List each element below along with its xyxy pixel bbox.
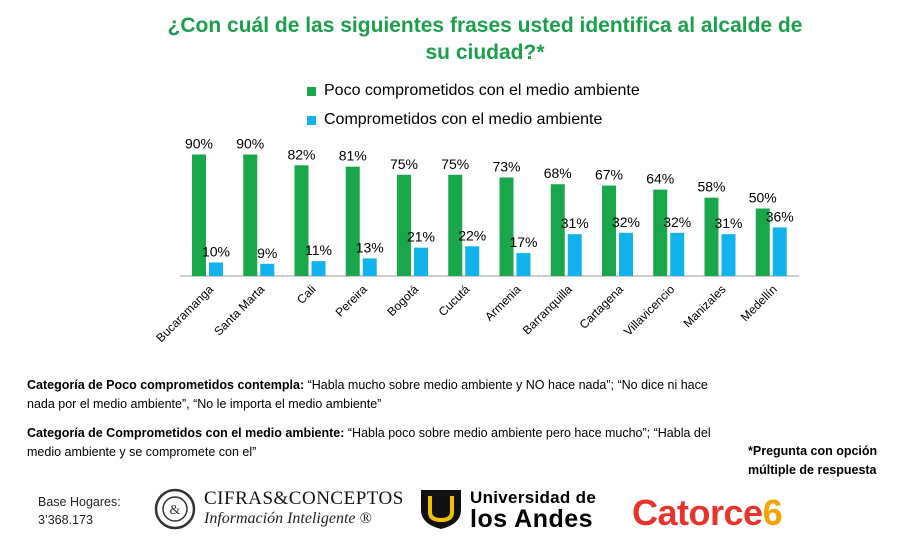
data-label-poco-3: 81% [339,148,367,164]
bar-poco-2 [294,165,309,276]
category-label-2: Cali [294,282,319,307]
data-label-poco-8: 67% [595,167,623,183]
note-comprometidos: Categoría de Comprometidos con el medio … [27,424,727,462]
bar-poco-4 [397,174,411,276]
uandes-line2: los Andes [470,505,594,533]
bar-poco-11 [755,208,770,276]
bar-comprometidos-2 [311,261,326,276]
data-label-comprometidos-4: 21% [407,229,435,245]
uandes-shield-icon [421,490,461,529]
base-value: 3’368.173 [38,513,93,527]
uandes-line1: Universidad de [470,488,597,507]
bar-comprometidos-5 [465,246,480,276]
data-label-poco-10: 58% [697,179,725,195]
category-label-4: Bogotá [384,282,421,319]
bar-comprometidos-1 [260,263,275,276]
data-label-poco-9: 64% [646,171,674,187]
universidad-de-los-andes-logo: Universidad de los Andes [418,488,596,535]
bar-comprometidos-3 [362,258,377,276]
data-label-comprometidos-11: 36% [766,208,794,224]
data-label-comprometidos-9: 32% [663,214,691,230]
data-label-comprometidos-3: 13% [356,239,384,255]
data-label-poco-6: 73% [492,158,520,174]
bar-comprometidos-7 [567,234,582,276]
category-label-10: Manizales [681,282,729,330]
bar-poco-5 [448,174,463,276]
category-label-5: Cucutá [436,282,473,319]
bar-poco-1 [243,154,258,276]
category-label-7: Barranquilla [520,282,575,337]
data-label-comprometidos-5: 22% [458,227,486,243]
bar-poco-10 [704,197,719,276]
legend-item-comprometidos: Comprometidos con el medio ambiente [307,108,640,132]
legend-label-comprometidos: Comprometidos con el medio ambiente [324,111,603,128]
category-label-1: Santa Marta [211,282,267,338]
category-label-6: Armenia [482,282,524,324]
cifras-name: CIFRAS&CONCEPTOS [204,488,404,509]
note-comprometidos-text: “Habla poco sobre medio ambiente pero ha… [27,426,711,459]
bar-comprometidos-0 [209,262,223,276]
bar-comprometidos-10 [721,234,736,276]
cifras-tagline: Información Inteligente ® [204,510,372,527]
data-label-poco-1: 90% [236,136,264,152]
bar-poco-6 [499,177,514,276]
note-poco-label: Categoría de Poco comprometidos contempl… [27,378,305,392]
bar-poco-0 [192,154,206,276]
note-poco-text: “Habla mucho sobre medio ambiente y NO h… [27,378,708,411]
bar-poco-3 [345,166,360,276]
note-poco: Categoría de Poco comprometidos contempl… [27,376,727,414]
data-label-poco-5: 75% [441,156,469,172]
data-label-poco-11: 50% [749,190,777,206]
legend-swatch-comprometidos [307,115,316,125]
bar-poco-9 [653,189,668,276]
cifras-emblem-icon: & [154,488,196,530]
category-label-9: Villavicencio [621,282,678,339]
data-label-comprometidos-8: 32% [612,214,640,230]
data-label-poco-0: 90% [185,136,213,152]
category-label-8: Cartagena [577,282,627,332]
footnote-line2: múltiple de respuesta [748,463,877,477]
base-hogares: Base Hogares: 3’368.173 [38,493,121,529]
data-label-comprometidos-7: 31% [561,215,589,231]
chart-legend: Poco comprometidos con el medio ambiente… [307,79,640,137]
catorce-word: Catorce [632,492,763,533]
chart-title: ¿Con cuál de las siguientes frases usted… [167,14,803,64]
bar-comprometidos-9 [670,232,685,276]
data-label-poco-7: 68% [544,165,572,181]
data-label-poco-2: 82% [287,146,315,162]
data-label-comprometidos-6: 17% [509,234,537,250]
data-label-comprometidos-10: 31% [714,215,742,231]
category-label-11: Medellín [738,282,780,324]
footnote-line1: *Pregunta con opción [748,444,878,458]
data-label-comprometidos-2: 11% [305,242,332,258]
note-comprometidos-label: Categoría de Comprometidos con el medio … [27,426,345,440]
bar-poco-7 [550,184,565,276]
bar-poco-8 [602,185,616,276]
legend-label-poco: Poco comprometidos con el medio ambiente [324,82,640,99]
legend-item-poco: Poco comprometidos con el medio ambiente [307,79,640,103]
cifras-conceptos-logo: & CIFRAS&CONCEPTOS Información Inteligen… [154,488,403,535]
bar-comprometidos-4 [414,247,428,276]
data-label-comprometidos-1: 9% [257,245,277,261]
catorce-number: 6 [762,492,783,533]
data-label-poco-4: 75% [390,156,418,172]
bar-comprometidos-8 [619,232,633,276]
bar-chart: 90% 10% Bucaramanga 90% 9% Santa Marta 82% 11% C… [153,136,799,345]
footnote: *Pregunta con opción múltiple de respues… [748,442,877,480]
legend-swatch-poco [307,86,316,96]
bar-comprometidos-11 [772,227,787,276]
bar-comprometidos-6 [516,253,531,276]
catorce6-logo: Catorce6 [632,492,783,534]
data-label-comprometidos-0: 10% [202,244,230,260]
base-label: Base Hogares: [38,495,121,509]
category-label-0: Bucaramanga [153,282,216,345]
svg-text:&: & [170,503,181,518]
category-label-3: Pereira [333,282,370,319]
